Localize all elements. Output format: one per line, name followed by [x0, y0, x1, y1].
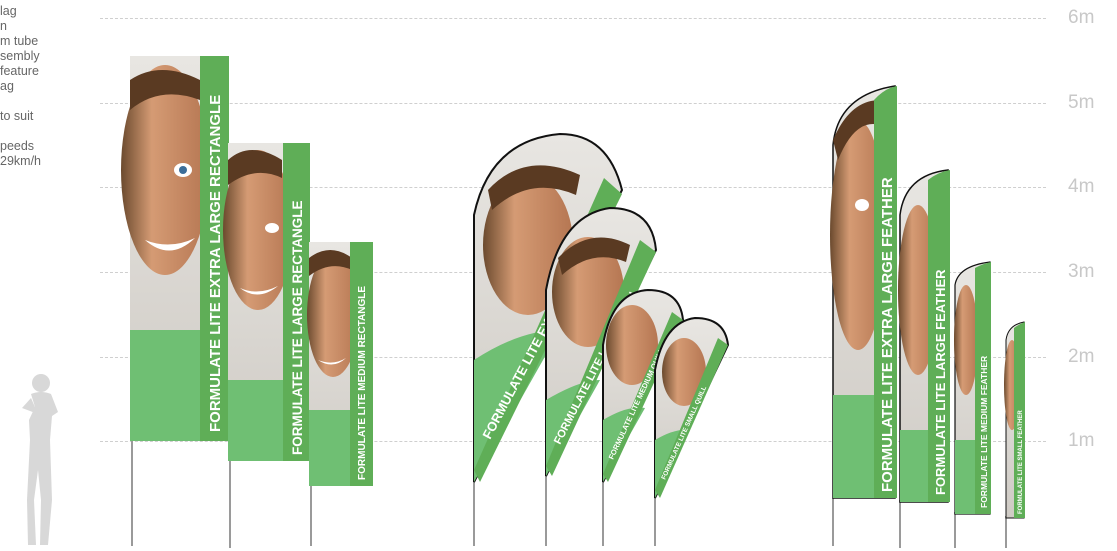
flag-label-feather-s: FORMULATE LITE SMALL FEATHER: [1018, 410, 1024, 514]
height-label-3m: 3m: [1068, 261, 1095, 282]
feather-flags: FORMULATE LITE EXTRA LARGE FEATHER FORMU…: [830, 85, 1025, 548]
person-silhouette: [22, 374, 58, 545]
flag-label-feather-xl: FORMULATE LITE EXTRA LARGE FEATHER: [879, 177, 896, 492]
spec-line: n: [0, 19, 7, 33]
flag-label-feather-l: FORMULATE LITE LARGE FEATHER: [933, 269, 948, 495]
height-label-2m: 2m: [1068, 346, 1095, 367]
spec-line: 29km/h: [0, 154, 41, 168]
flag-label-rect-xl: FORMULATE LITE EXTRA LARGE RECTANGLE: [207, 95, 224, 432]
spec-list: lag n m tube sembly feature ag to suit p…: [0, 4, 70, 169]
quill-flags: FORMULATE LITE EXTRA LARGE QUILL FORMULA…: [473, 132, 730, 546]
rectangle-flags: FORMULATE LITE EXTRA LARGE RECTANGLE FOR…: [121, 56, 373, 548]
flag-label-rect-m: FORMULATE LITE MEDIUM RECTANGLE: [357, 286, 368, 480]
height-label-5m: 5m: [1068, 92, 1095, 113]
spec-line: feature: [0, 64, 39, 78]
height-label-1m: 1m: [1068, 430, 1095, 451]
height-label-4m: 4m: [1068, 176, 1095, 197]
height-label-6m: 6m: [1068, 7, 1095, 28]
spec-line: m tube: [0, 34, 39, 48]
spec-line: ag: [0, 79, 14, 93]
spec-line: peeds: [0, 139, 35, 153]
gridline-1m: [100, 441, 1046, 442]
spec-line: to suit: [0, 109, 34, 123]
gridline-6m: [100, 18, 1046, 19]
spec-line: lag: [0, 4, 17, 18]
gridline-5m: [100, 103, 1046, 104]
spec-line: sembly: [0, 49, 40, 63]
flag-label-feather-m: FORMULATE LITE MEDIUM FEATHER: [979, 356, 989, 508]
flag-label-rect-l: FORMULATE LITE LARGE RECTANGLE: [290, 201, 305, 455]
